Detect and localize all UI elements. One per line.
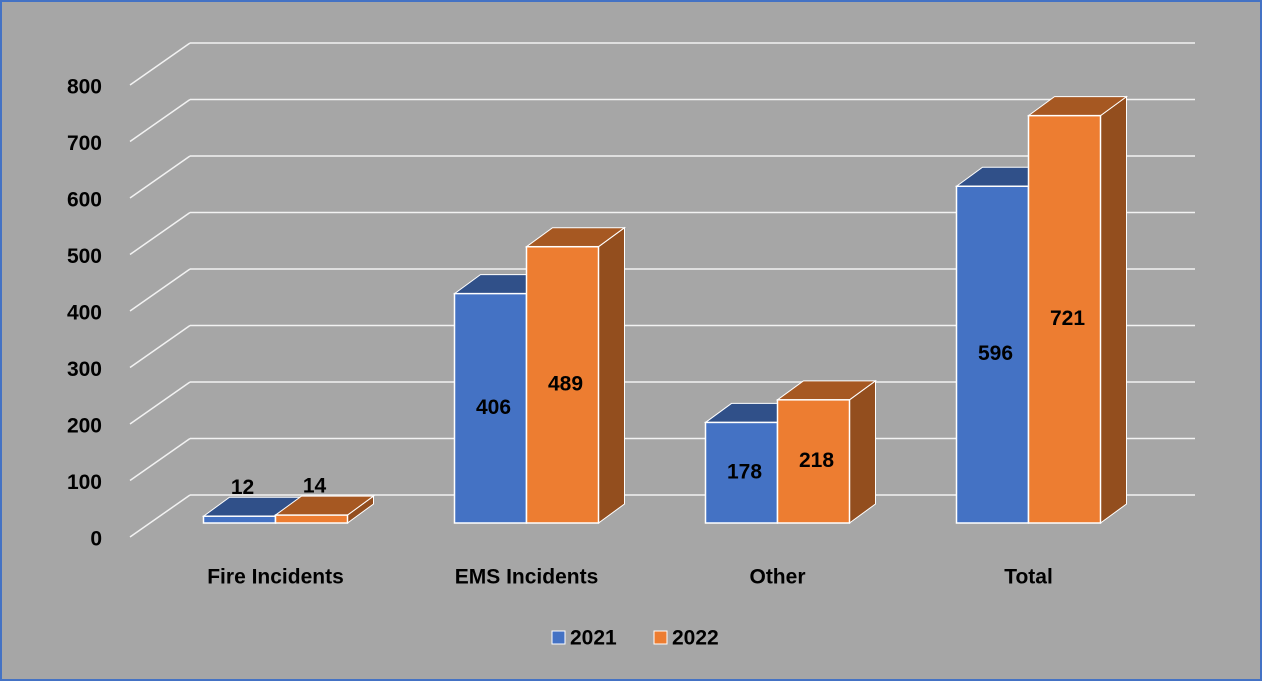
- legend-swatch: [551, 630, 566, 645]
- bar: [776, 399, 851, 524]
- grid-line: [129, 494, 191, 538]
- bar-side: [598, 226, 625, 524]
- bar: [274, 514, 349, 524]
- legend-label: 2021: [570, 627, 617, 650]
- grid-line: [129, 324, 191, 369]
- grid-line: [129, 211, 191, 256]
- y-tick-label: 600: [67, 189, 102, 212]
- x-tick-label: Other: [749, 566, 805, 589]
- bar-side: [1100, 95, 1127, 524]
- y-tick-label: 300: [67, 358, 102, 381]
- data-label: 596: [978, 342, 1013, 365]
- bar: [1027, 114, 1102, 524]
- grid-line: [129, 437, 191, 482]
- y-tick-label: 200: [67, 415, 102, 438]
- bar: [955, 185, 1030, 524]
- data-label: 218: [799, 449, 834, 472]
- data-label: 406: [476, 396, 511, 419]
- data-label: 12: [231, 476, 254, 499]
- x-tick-label: Fire Incidents: [207, 566, 344, 589]
- bar: [704, 421, 779, 524]
- bar: [202, 515, 277, 524]
- legend-swatch: [653, 630, 668, 645]
- y-tick-label: 0: [90, 528, 102, 551]
- grid-line: [129, 381, 191, 425]
- y-tick-label: 100: [67, 471, 102, 494]
- x-tick-label: EMS Incidents: [455, 566, 599, 589]
- grid-line: [129, 42, 191, 86]
- data-label: 489: [548, 372, 583, 395]
- grid-line: [129, 155, 191, 199]
- grid-line: [129, 268, 191, 312]
- data-label: 721: [1050, 307, 1085, 330]
- y-tick-label: 700: [67, 132, 102, 155]
- data-label: 178: [727, 460, 762, 483]
- legend-label: 2022: [672, 627, 719, 650]
- bar: [453, 292, 528, 524]
- y-tick-label: 400: [67, 302, 102, 325]
- x-tick-label: Total: [1004, 566, 1053, 589]
- bar-side: [849, 379, 876, 524]
- y-tick-label: 800: [67, 76, 102, 99]
- data-label: 14: [303, 475, 327, 498]
- bar: [525, 245, 600, 524]
- grid-line: [129, 98, 191, 143]
- y-tick-label: 500: [67, 245, 102, 268]
